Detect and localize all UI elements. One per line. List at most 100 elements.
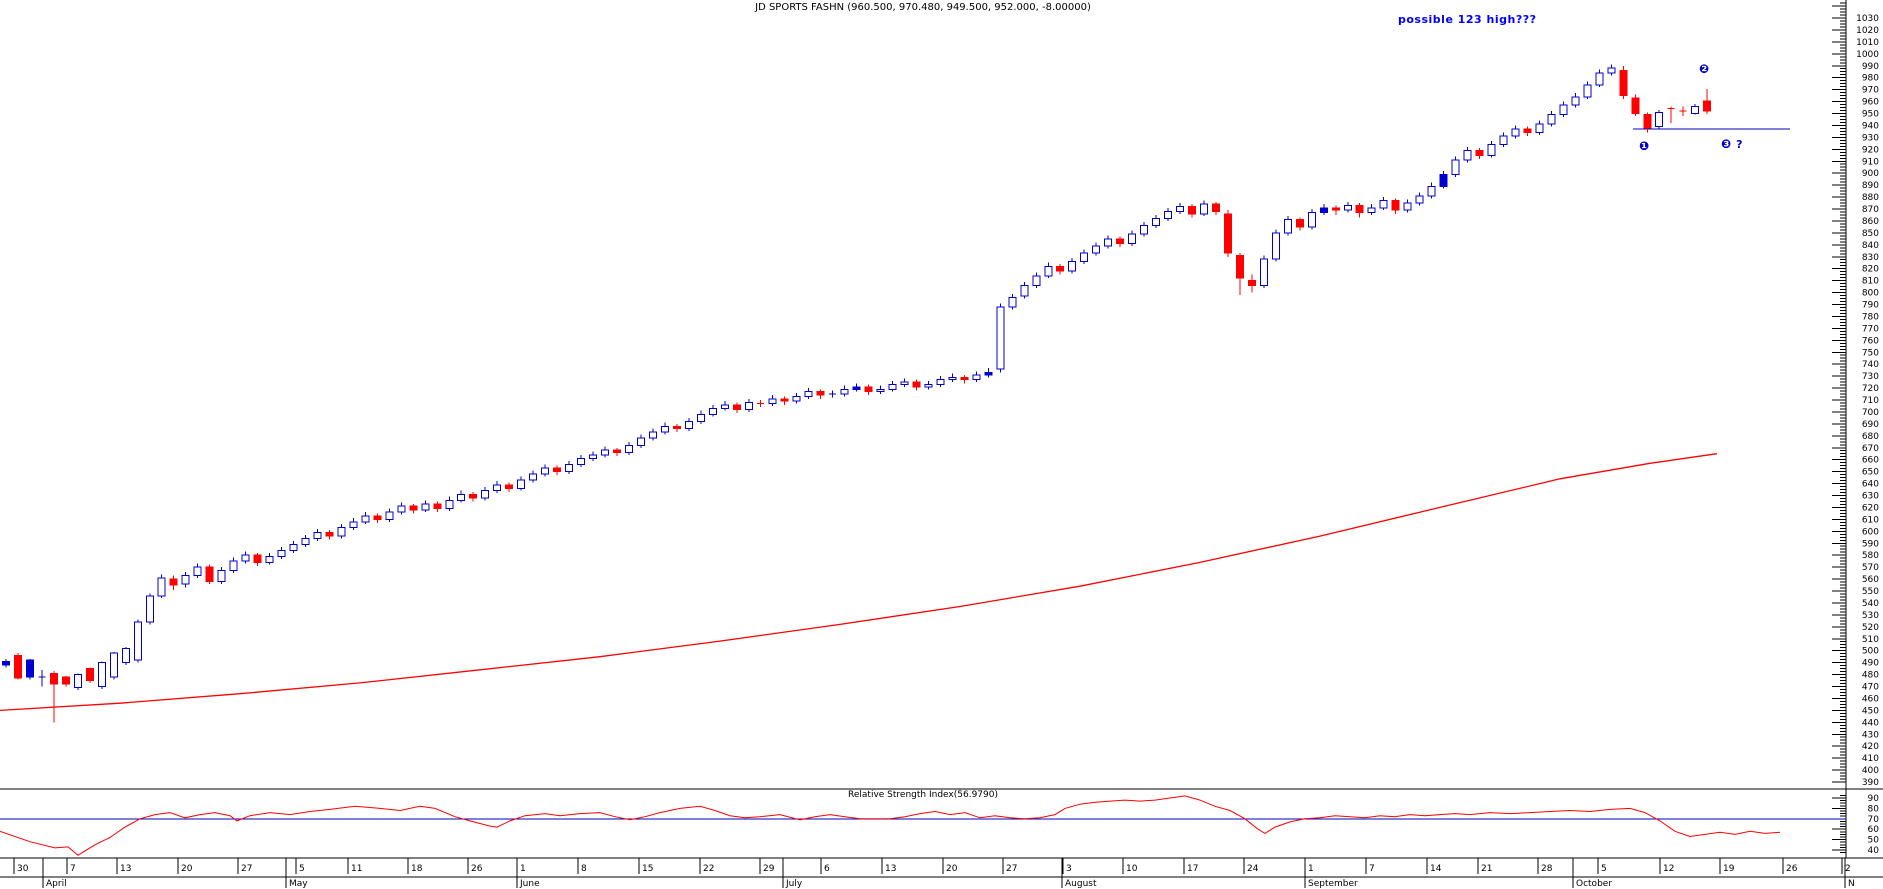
svg-text:910: 910 (1862, 157, 1879, 167)
annotation-point-1-marker: ❶ (1639, 139, 1650, 153)
svg-text:700: 700 (1862, 408, 1879, 418)
svg-text:580: 580 (1862, 551, 1879, 561)
svg-text:980: 980 (1862, 74, 1879, 84)
annotation-possible-123-high: possible 123 high??? (1398, 13, 1537, 26)
svg-text:750: 750 (1862, 348, 1879, 358)
svg-text:510: 510 (1862, 635, 1879, 645)
svg-text:22: 22 (703, 864, 714, 874)
svg-text:5: 5 (1601, 864, 1607, 874)
svg-text:740: 740 (1862, 360, 1879, 370)
svg-text:29: 29 (763, 864, 775, 874)
svg-text:950: 950 (1862, 110, 1879, 120)
svg-text:May: May (289, 879, 308, 889)
svg-text:1030: 1030 (1856, 14, 1879, 24)
svg-text:400: 400 (1862, 766, 1879, 776)
svg-text:600: 600 (1862, 527, 1879, 537)
svg-text:20: 20 (946, 864, 958, 874)
svg-text:June: June (519, 879, 540, 889)
svg-text:1000: 1000 (1856, 50, 1879, 60)
svg-text:450: 450 (1862, 706, 1879, 716)
svg-text:850: 850 (1862, 229, 1879, 239)
svg-text:770: 770 (1862, 324, 1879, 334)
svg-text:990: 990 (1862, 62, 1879, 72)
svg-text:820: 820 (1862, 265, 1879, 275)
svg-text:860: 860 (1862, 217, 1879, 227)
svg-text:650: 650 (1862, 468, 1879, 478)
svg-text:430: 430 (1862, 730, 1879, 740)
svg-text:August: August (1065, 879, 1097, 889)
annotation-point-2-marker: ❷ (1699, 62, 1710, 76)
svg-text:970: 970 (1862, 86, 1879, 96)
svg-text:1010: 1010 (1856, 38, 1879, 48)
svg-text:500: 500 (1862, 647, 1879, 657)
svg-text:28: 28 (1541, 864, 1553, 874)
svg-text:810: 810 (1862, 277, 1879, 287)
svg-text:60: 60 (1868, 825, 1880, 835)
date-axis-labels: 30 7 13 20 27 5 11 18 26 1 8 15 22 29 6 13 20 27 3 10 17 24 1 7… (13, 858, 1855, 889)
svg-text:550: 550 (1862, 587, 1879, 597)
svg-text:70: 70 (1868, 815, 1880, 825)
svg-text:480: 480 (1862, 671, 1879, 681)
svg-text:19: 19 (1723, 864, 1735, 874)
svg-text:490: 490 (1862, 659, 1879, 669)
svg-text:8: 8 (581, 864, 587, 874)
svg-text:710: 710 (1862, 396, 1879, 406)
svg-text:30: 30 (17, 864, 29, 874)
svg-text:20: 20 (181, 864, 193, 874)
svg-text:26: 26 (471, 864, 483, 874)
svg-text:1: 1 (520, 864, 526, 874)
svg-text:630: 630 (1862, 492, 1879, 502)
svg-text:12: 12 (1663, 864, 1674, 874)
svg-text:420: 420 (1862, 742, 1879, 752)
svg-text:410: 410 (1862, 754, 1879, 764)
svg-text:870: 870 (1862, 205, 1879, 215)
svg-text:680: 680 (1862, 432, 1879, 442)
svg-text:570: 570 (1862, 563, 1879, 573)
candles-layer (2, 64, 1712, 723)
svg-text:470: 470 (1862, 683, 1879, 693)
svg-text:460: 460 (1862, 694, 1879, 704)
svg-text:1: 1 (1308, 864, 1314, 874)
svg-text:80: 80 (1868, 804, 1880, 814)
svg-text:7: 7 (70, 864, 76, 874)
svg-text:760: 760 (1862, 336, 1879, 346)
rsi-indicator-title: Relative Strength Index(56.9790) (848, 790, 998, 800)
svg-text:590: 590 (1862, 539, 1879, 549)
svg-text:40: 40 (1868, 846, 1880, 856)
svg-text:27: 27 (1006, 864, 1017, 874)
svg-text:520: 520 (1862, 623, 1879, 633)
svg-text:890: 890 (1862, 181, 1879, 191)
svg-text:7: 7 (1369, 864, 1375, 874)
svg-text:24: 24 (1247, 864, 1259, 874)
svg-text:930: 930 (1862, 133, 1879, 143)
svg-text:July: July (785, 879, 803, 889)
svg-text:800: 800 (1862, 289, 1879, 299)
svg-text:920: 920 (1862, 145, 1879, 155)
svg-text:670: 670 (1862, 444, 1879, 454)
svg-text:390: 390 (1862, 778, 1879, 788)
svg-text:18: 18 (411, 864, 423, 874)
point-3-question: ? (1736, 138, 1743, 151)
svg-text:790: 790 (1862, 301, 1879, 311)
svg-text:5: 5 (299, 864, 305, 874)
svg-text:640: 640 (1862, 480, 1879, 490)
svg-text:880: 880 (1862, 193, 1879, 203)
svg-text:730: 730 (1862, 372, 1879, 382)
svg-text:50: 50 (1868, 836, 1880, 846)
svg-text:14: 14 (1430, 864, 1442, 874)
svg-text:540: 540 (1862, 599, 1879, 609)
svg-text:6: 6 (824, 864, 830, 874)
svg-text:560: 560 (1862, 575, 1879, 585)
chart-title: JD SPORTS FASHN (960.500, 970.480, 949.5… (755, 2, 1091, 13)
svg-text:21: 21 (1481, 864, 1492, 874)
svg-text:530: 530 (1862, 611, 1879, 621)
svg-text:660: 660 (1862, 456, 1879, 466)
svg-text:960: 960 (1862, 98, 1879, 108)
svg-text:September: September (1308, 879, 1358, 889)
level-lines-layer (0, 128, 1846, 820)
